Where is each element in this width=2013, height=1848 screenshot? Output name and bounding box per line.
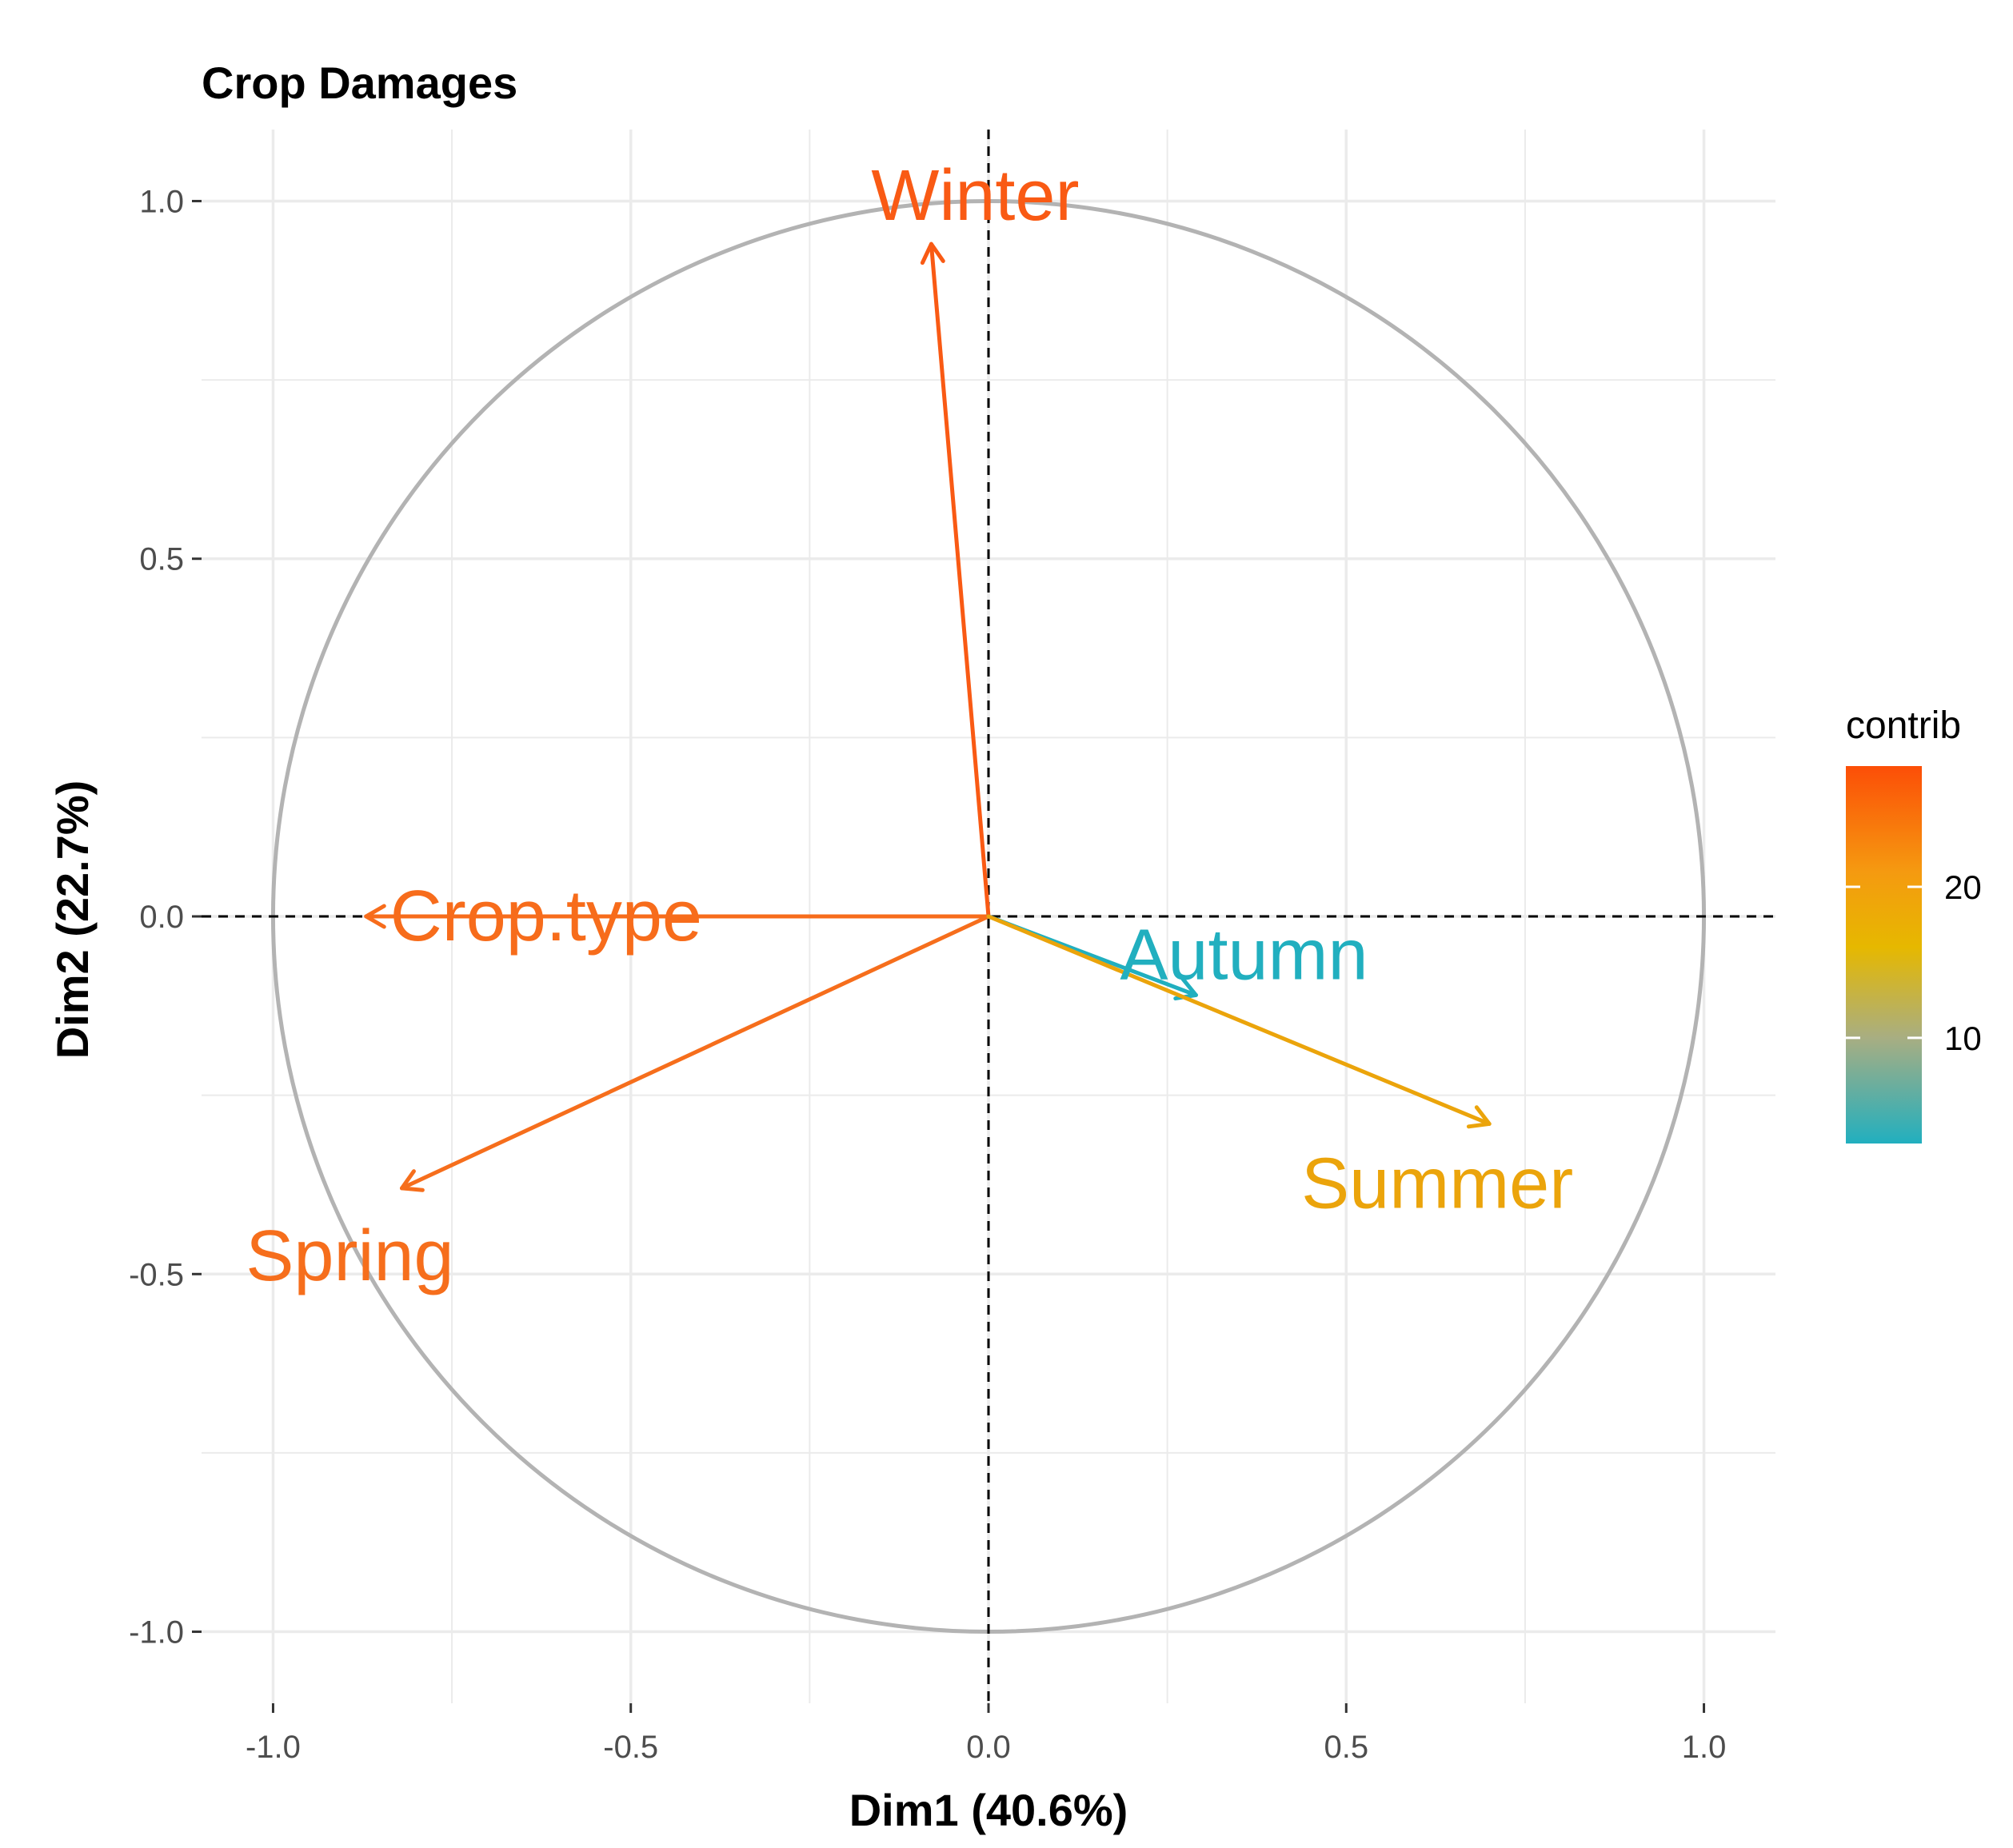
legend-title: contrib	[1846, 704, 1961, 747]
reference-lines	[202, 130, 1775, 1703]
x-tick-label: 0.5	[1324, 1730, 1368, 1765]
chart-title: Crop Damages	[202, 58, 517, 108]
x-tick-label: 1.0	[1682, 1730, 1727, 1765]
y-tick-label: 0.5	[139, 542, 184, 577]
x-tick-label: -0.5	[603, 1730, 658, 1765]
legend-tick-label: 20	[1944, 868, 1982, 906]
y-tick-label: -1.0	[129, 1615, 184, 1650]
arrowhead-crop-type	[364, 904, 386, 929]
legend-tick-label: 10	[1944, 1020, 1982, 1057]
x-tick-label: -1.0	[246, 1730, 301, 1765]
x-axis-ticks: -1.0 -0.5 0.0 0.5 1.0	[246, 1703, 1726, 1765]
arrow-summer	[986, 914, 1492, 1126]
arrow-spring	[399, 914, 991, 1191]
y-tick-label: 0.0	[139, 900, 184, 935]
legend-colorbar	[1846, 766, 1922, 1144]
arrowhead-winter	[920, 241, 945, 265]
variable-label-winter: Winter	[871, 156, 1079, 236]
y-axis-ticks: -1.0 -0.5 0.0 0.5 1.0	[129, 184, 202, 1650]
variable-arrows	[364, 241, 1492, 1192]
x-tick-label: 0.0	[966, 1730, 1011, 1765]
variable-label-summer: Summer	[1301, 1144, 1573, 1223]
arrowhead-summer	[1466, 1105, 1492, 1129]
legend-ticks: 10 20	[1846, 868, 1982, 1057]
variable-label-crop-type: Crop.type	[390, 876, 702, 956]
legend: contrib 10 20	[1846, 704, 1982, 1144]
x-axis-title: Dim1 (40.6%)	[849, 1785, 1128, 1835]
arrow-winter	[929, 241, 991, 919]
y-tick-label: 1.0	[139, 184, 184, 219]
variable-label-autumn: Autumn	[1120, 915, 1368, 995]
arrowhead-spring	[399, 1169, 425, 1192]
variable-labels: Winter Crop.type Spring Autumn Summer	[246, 156, 1573, 1296]
variable-label-spring: Spring	[246, 1216, 453, 1296]
y-tick-label: -0.5	[129, 1257, 184, 1292]
y-axis-title: Dim2 (22.7%)	[47, 780, 98, 1060]
